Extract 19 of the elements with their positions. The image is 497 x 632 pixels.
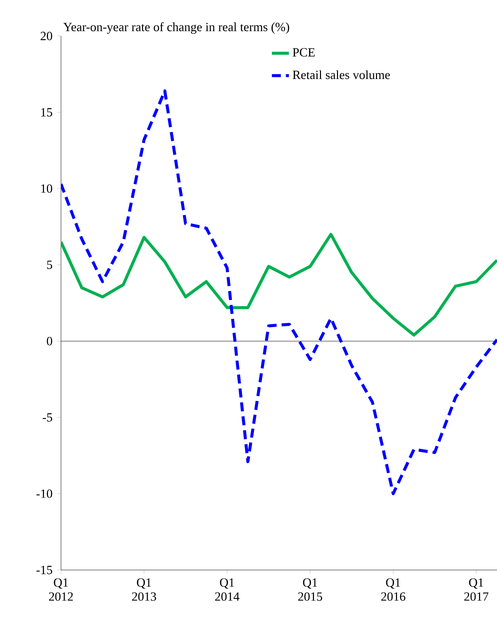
y-tick-label: 10 (41, 184, 52, 193)
y-tick-label: -15 (36, 566, 52, 574)
x-tick-label: Q1 2016 (381, 578, 406, 601)
line-series (61, 89, 497, 496)
y-tick-label: 15 (41, 108, 52, 116)
y-tick-label: -10 (36, 489, 52, 498)
x-tick-label: Q1 2012 (49, 578, 73, 601)
y-tick-label: 5 (47, 260, 52, 270)
y-tick-label: -5 (42, 413, 52, 422)
x-tick-label: Q1 2017 (464, 578, 488, 601)
y-axis-title: Year-on-year rate of change in real terms (%) (63, 22, 290, 34)
y-tick-label: 20 (40, 32, 52, 40)
x-tick-label: Q1 2014 (215, 578, 240, 601)
x-tick-label: Q1 2013 (132, 578, 156, 601)
legend-label: PCE (292, 48, 315, 57)
line-series (61, 232, 497, 337)
y-tick-label: 0 (46, 336, 52, 346)
legend-label: Retail sales volume (292, 70, 390, 80)
x-tick-label: Q1 2015 (298, 578, 322, 601)
